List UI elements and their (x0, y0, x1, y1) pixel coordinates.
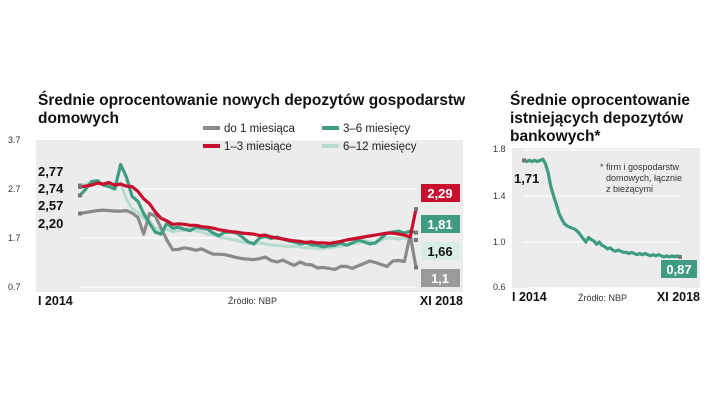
right-chart-title: Średnie oprocentowanie istniejących depo… (510, 92, 691, 145)
left-y-tick-3.7: 3.7 (8, 135, 21, 145)
end-badge-6-12-text: 1,66 (427, 244, 452, 259)
legend-label-1-3: 1–3 miesiące (224, 141, 292, 153)
left-series-lines (78, 162, 418, 271)
end-badge-1-3 (421, 184, 460, 202)
right-x-end: XI 2018 (657, 290, 700, 304)
left-start-label-257: 2,57 (38, 198, 63, 213)
end-badge-do1-text: 1,1 (431, 271, 449, 286)
left-start-label-277: 2,77 (38, 164, 63, 179)
end-badge-3-6 (421, 215, 460, 233)
left-series-2-start-marker (78, 193, 82, 198)
left-y-tick-0.7: 0.7 (8, 282, 21, 292)
left-series-line-3 (78, 181, 418, 245)
right-x-start: I 2014 (512, 290, 547, 304)
right-note-line1: * firm i gospodarstw (600, 162, 680, 172)
left-chart-title: Średnie oprocentowanie nowych depozytów … (38, 92, 466, 127)
left-start-label-220: 2,20 (38, 216, 63, 231)
left-x-start: I 2014 (38, 294, 73, 308)
end-badge-1-3-text: 2,29 (427, 186, 452, 201)
right-note-line3: z bieżącymi (606, 184, 653, 194)
right-series-0-end-marker (678, 254, 682, 259)
left-start-label-274: 2,74 (38, 181, 64, 196)
right-start-label: 1,71 (514, 171, 539, 186)
left-series-3-end-marker (414, 207, 418, 212)
end-badge-3-6-text: 1,81 (427, 217, 452, 232)
end-badge-6-12 (421, 242, 460, 260)
left-series-2-end-marker (414, 230, 418, 235)
right-y-tick-1.0: 1.0 (493, 237, 506, 247)
right-gridlines (524, 149, 680, 289)
right-end-badge-text: 0,87 (666, 262, 691, 277)
end-badge-do1 (421, 269, 460, 287)
legend-label-6-12: 6–12 miesięcy (343, 141, 417, 153)
right-source: Źródło: NBP (578, 293, 627, 303)
right-y-tick-1.8: 1.8 (493, 144, 506, 154)
left-series-0-end-marker (414, 238, 418, 242)
right-y-tick-0.6: 0.6 (493, 282, 506, 292)
right-note-line2: domowych, łącznie (606, 173, 682, 183)
left-series-line-2 (78, 162, 418, 249)
right-series-0-start-marker (522, 158, 526, 163)
right-y-tick-1.4: 1.4 (493, 191, 506, 201)
right-series-line-0 (522, 157, 682, 259)
left-y-tick-1.7: 1.7 (8, 233, 21, 243)
left-series-line-1 (78, 208, 418, 271)
left-series-1-end-marker (414, 265, 418, 270)
legend-label-3-6: 3–6 miesięcy (343, 123, 410, 135)
left-source: Źródło: NBP (228, 296, 277, 306)
left-x-end: XI 2018 (420, 294, 463, 308)
legend-label-do1: do 1 miesiąca (224, 123, 296, 135)
right-end-badge (661, 260, 697, 278)
left-series-1-start-marker (78, 211, 82, 216)
left-plot-area (36, 140, 463, 292)
right-series-line (522, 157, 682, 259)
left-series-3-start-marker (78, 185, 82, 189)
left-y-tick-2.7: 2.7 (8, 184, 21, 194)
